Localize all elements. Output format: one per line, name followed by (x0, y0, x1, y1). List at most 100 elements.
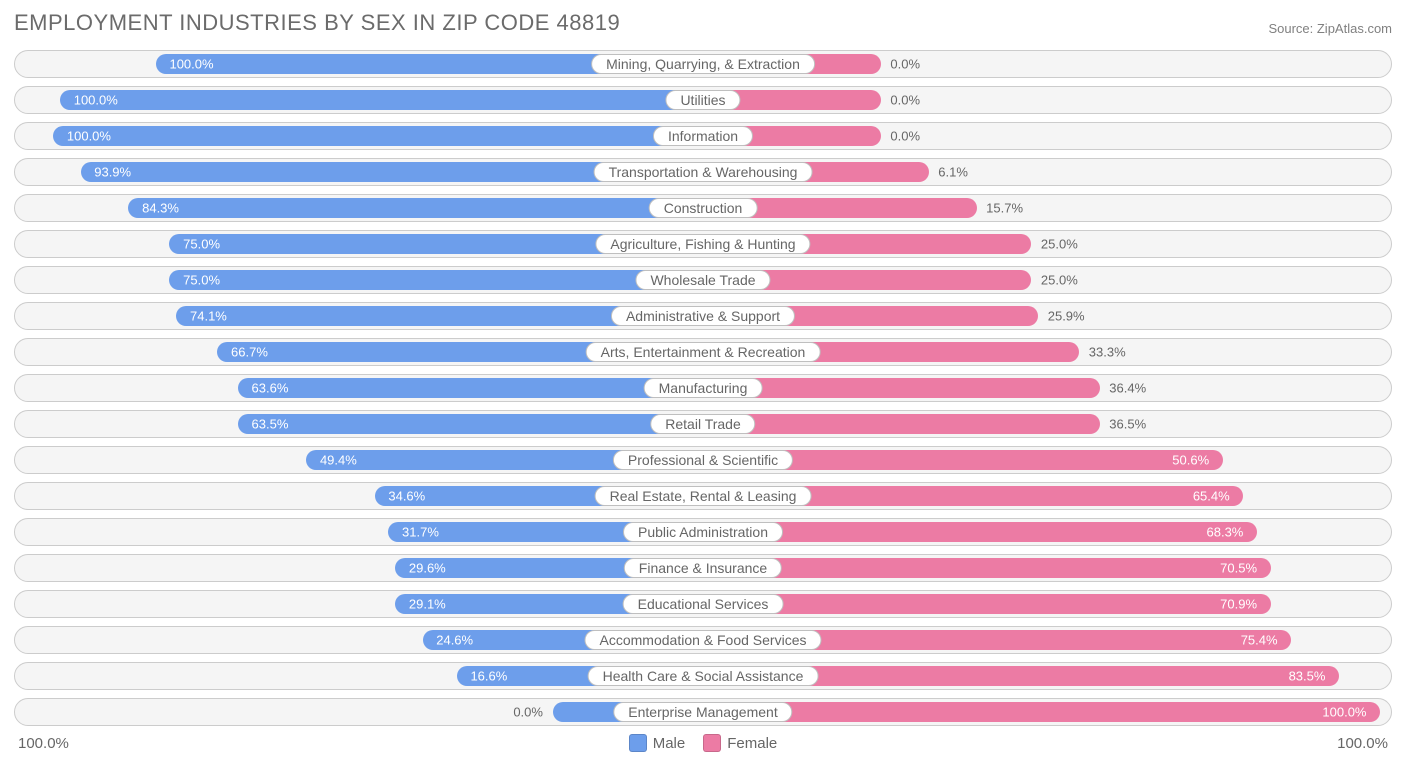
category-label: Administrative & Support (611, 306, 795, 326)
bar-male (238, 378, 703, 398)
category-label: Health Care & Social Assistance (588, 666, 819, 686)
chart-row: Professional & Scientific 49.4% 50.6% (14, 446, 1392, 474)
female-pct-label: 6.1% (938, 165, 968, 180)
bar-female (703, 702, 1380, 722)
chart-row: Finance & Insurance 29.6% 70.5% (14, 554, 1392, 582)
male-pct-label: 100.0% (67, 129, 111, 144)
chart-row: Transportation & Warehousing 93.9% 6.1% (14, 158, 1392, 186)
category-label: Retail Trade (650, 414, 755, 434)
category-label: Arts, Entertainment & Recreation (586, 342, 821, 362)
chart-row: Health Care & Social Assistance 16.6% 83.5… (14, 662, 1392, 690)
category-label: Agriculture, Fishing & Hunting (595, 234, 810, 254)
female-pct-label: 25.0% (1041, 273, 1078, 288)
chart-row: Manufacturing63.6%36.4% (14, 374, 1392, 402)
chart-row: Public Administration 31.7% 68.3% (14, 518, 1392, 546)
category-label: Finance & Insurance (624, 558, 782, 578)
category-label: Utilities (665, 90, 740, 110)
category-label: Wholesale Trade (635, 270, 770, 290)
bar-male (238, 414, 703, 434)
male-pct-label: 75.0% (183, 273, 220, 288)
bar-male (128, 198, 703, 218)
female-pct-label: 15.7% (986, 201, 1023, 216)
male-pct-label: 0.0% (513, 705, 543, 720)
legend-male-swatch (629, 734, 647, 752)
female-pct-label: 0.0% (890, 129, 920, 144)
chart-row: Construction 84.3% 15.7% (14, 194, 1392, 222)
chart-row: Real Estate, Rental & Leasing 34.6% 65.4% (14, 482, 1392, 510)
male-pct-label: 100.0% (74, 93, 118, 108)
bar-female (703, 522, 1257, 542)
category-label: Transportation & Warehousing (594, 162, 813, 182)
male-pct-label: 100.0% (169, 57, 213, 72)
chart-title: EMPLOYMENT INDUSTRIES BY SEX IN ZIP CODE… (14, 10, 620, 36)
chart-row: Retail Trade 63.5% 36.5% (14, 410, 1392, 438)
female-pct-label: 70.9% (1220, 597, 1257, 612)
female-pct-label: 33.3% (1089, 345, 1126, 360)
male-pct-label: 63.6% (252, 381, 289, 396)
category-label: Manufacturing (644, 378, 763, 398)
male-pct-label: 16.6% (470, 669, 507, 684)
female-pct-label: 68.3% (1207, 525, 1244, 540)
bar-male (60, 90, 703, 110)
bar-male (169, 270, 703, 290)
category-label: Real Estate, Rental & Leasing (595, 486, 812, 506)
chart-row: Information 100.0% 0.0% (14, 122, 1392, 150)
category-label: Construction (649, 198, 758, 218)
male-pct-label: 24.6% (436, 633, 473, 648)
female-pct-label: 0.0% (890, 93, 920, 108)
male-pct-label: 75.0% (183, 237, 220, 252)
male-pct-label: 31.7% (402, 525, 439, 540)
female-pct-label: 75.4% (1241, 633, 1278, 648)
bar-male (53, 126, 703, 146)
legend: Male Female (629, 734, 778, 752)
category-label: Educational Services (623, 594, 784, 614)
legend-female-swatch (703, 734, 721, 752)
female-pct-label: 25.0% (1041, 237, 1078, 252)
bar-female (703, 594, 1271, 614)
chart-row: Enterprise Management 0.0% 100.0% (14, 698, 1392, 726)
chart-row: Administrative & Support74.1%25.9% (14, 302, 1392, 330)
chart-row: Arts, Entertainment & Recreation 66.7% 33.… (14, 338, 1392, 366)
category-label: Mining, Quarrying, & Extraction (591, 54, 815, 74)
male-pct-label: 29.6% (409, 561, 446, 576)
bar-female (703, 378, 1100, 398)
category-label: Enterprise Management (613, 702, 792, 722)
chart-row: Educational Services 29.1% 70.9% (14, 590, 1392, 618)
chart-row: Wholesale Trade 75.0% 25.0% (14, 266, 1392, 294)
female-pct-label: 65.4% (1193, 489, 1230, 504)
chart-row: Agriculture, Fishing & Hunting 75.0% 25.0% (14, 230, 1392, 258)
female-pct-label: 0.0% (890, 57, 920, 72)
female-pct-label: 100.0% (1322, 705, 1366, 720)
female-pct-label: 36.5% (1109, 417, 1146, 432)
chart-footer: 100.0% Male Female 100.0% (14, 734, 1392, 752)
bar-female (703, 558, 1271, 578)
chart-row: Mining, Quarrying, & Extraction 100.0% 0.0… (14, 50, 1392, 78)
male-pct-label: 84.3% (142, 201, 179, 216)
male-pct-label: 34.6% (388, 489, 425, 504)
bar-female (703, 414, 1100, 434)
male-pct-label: 74.1% (190, 309, 227, 324)
male-pct-label: 66.7% (231, 345, 268, 360)
female-pct-label: 83.5% (1289, 669, 1326, 684)
female-pct-label: 70.5% (1220, 561, 1257, 576)
diverging-bar-chart: Mining, Quarrying, & Extraction 100.0% 0.0… (14, 50, 1392, 726)
male-pct-label: 93.9% (94, 165, 131, 180)
axis-left-label: 100.0% (18, 735, 69, 752)
chart-row: Utilities 100.0% 0.0% (14, 86, 1392, 114)
male-pct-label: 49.4% (320, 453, 357, 468)
chart-row: Accommodation & Food Services 24.6% 75.4% (14, 626, 1392, 654)
category-label: Accommodation & Food Services (585, 630, 822, 650)
category-label: Information (653, 126, 753, 146)
legend-female: Female (703, 734, 777, 752)
legend-male: Male (629, 734, 686, 752)
legend-female-label: Female (727, 735, 777, 752)
chart-header: EMPLOYMENT INDUSTRIES BY SEX IN ZIP CODE… (14, 10, 1392, 36)
female-pct-label: 50.6% (1172, 453, 1209, 468)
legend-male-label: Male (653, 735, 686, 752)
male-pct-label: 29.1% (409, 597, 446, 612)
chart-source: Source: ZipAtlas.com (1268, 21, 1392, 36)
male-pct-label: 63.5% (252, 417, 289, 432)
axis-right-label: 100.0% (1337, 735, 1388, 752)
category-label: Public Administration (623, 522, 783, 542)
category-label: Professional & Scientific (613, 450, 793, 470)
